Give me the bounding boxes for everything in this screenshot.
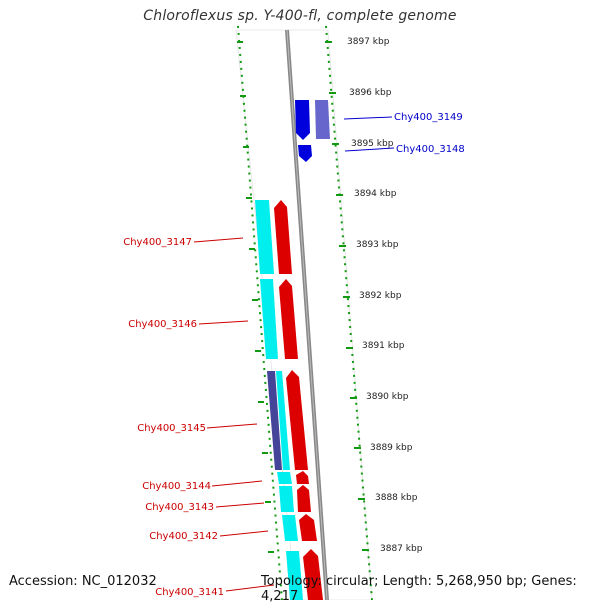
gene-label-chy400-3142[interactable]: Chy400_3142: [149, 531, 218, 542]
accession-text: Accession: NC_012032: [9, 574, 157, 589]
scale-label: 3891 kbp: [362, 341, 405, 351]
gene-chy400-3143-arrow[interactable]: [297, 485, 311, 512]
gene-label-chy400-3148[interactable]: Chy400_3148: [396, 144, 465, 155]
gene-label-chy400-3145[interactable]: Chy400_3145: [137, 423, 206, 434]
gene-chy400-3145-cds-slate[interactable]: [267, 371, 282, 470]
scale-label: 3887 kbp: [380, 544, 423, 554]
gene-chy400-3149-cds[interactable]: [315, 100, 330, 139]
scale-label: 3892 kbp: [359, 291, 402, 301]
gene-chy400-3141-cds[interactable]: [286, 551, 303, 600]
scale-label: 3889 kbp: [370, 443, 413, 453]
scale-label: 3894 kbp: [354, 189, 397, 199]
scale-label: 3895 kbp: [351, 139, 394, 149]
gene-chy400-3145-arrow[interactable]: [286, 370, 308, 470]
genome-title: Chloroflexus sp. Y-400-fl, complete geno…: [143, 8, 457, 24]
gene-chy400-3144-arrow[interactable]: [296, 471, 309, 484]
gene-chy400-3147-cds[interactable]: [255, 200, 274, 274]
gene-chy400-3149-arrow[interactable]: [295, 100, 310, 140]
gene-chy400-3142-cds[interactable]: [282, 515, 298, 541]
right-ruler-ticks: [325, 41, 369, 551]
scale-label: 3896 kbp: [349, 88, 392, 98]
gene-chy400-3143-cds[interactable]: [279, 486, 294, 512]
gene-chy400-3144-cds[interactable]: [277, 472, 292, 484]
scale-label: 3890 kbp: [366, 392, 409, 402]
scale-ruler-right: [325, 25, 373, 600]
gene-chy400-3147-arrow[interactable]: [274, 200, 292, 274]
gene-chy400-3141-arrow[interactable]: [303, 549, 323, 600]
gene-leader-lines: [193, 116, 395, 592]
gene-label-chy400-3144[interactable]: Chy400_3144: [142, 481, 211, 492]
left-ruler-ticks: [237, 41, 274, 553]
gene-chy400-3146-arrow[interactable]: [279, 279, 298, 359]
scale-label: 3888 kbp: [375, 493, 418, 503]
scale-ruler-left: [237, 25, 283, 600]
gene-chy400-3148-arrow[interactable]: [298, 145, 312, 162]
gene-label-chy400-3141[interactable]: Chy400_3141: [155, 587, 224, 598]
gene-chy400-3142-arrow[interactable]: [299, 514, 317, 541]
gene-label-chy400-3143[interactable]: Chy400_3143: [145, 502, 214, 513]
scale-labels: 3897 kbp 3896 kbp 3895 kbp 3894 kbp 3893…: [347, 37, 423, 554]
scale-label: 3893 kbp: [356, 240, 399, 250]
gene-chy400-3145-cds[interactable]: [276, 371, 290, 470]
gene-label-chy400-3147[interactable]: Chy400_3147: [123, 237, 192, 248]
gene-label-chy400-3146[interactable]: Chy400_3146: [128, 319, 197, 330]
gene-label-chy400-3149[interactable]: Chy400_3149: [394, 112, 463, 123]
gene-chy400-3146-cds[interactable]: [260, 279, 278, 359]
scale-label: 3897 kbp: [347, 37, 390, 47]
